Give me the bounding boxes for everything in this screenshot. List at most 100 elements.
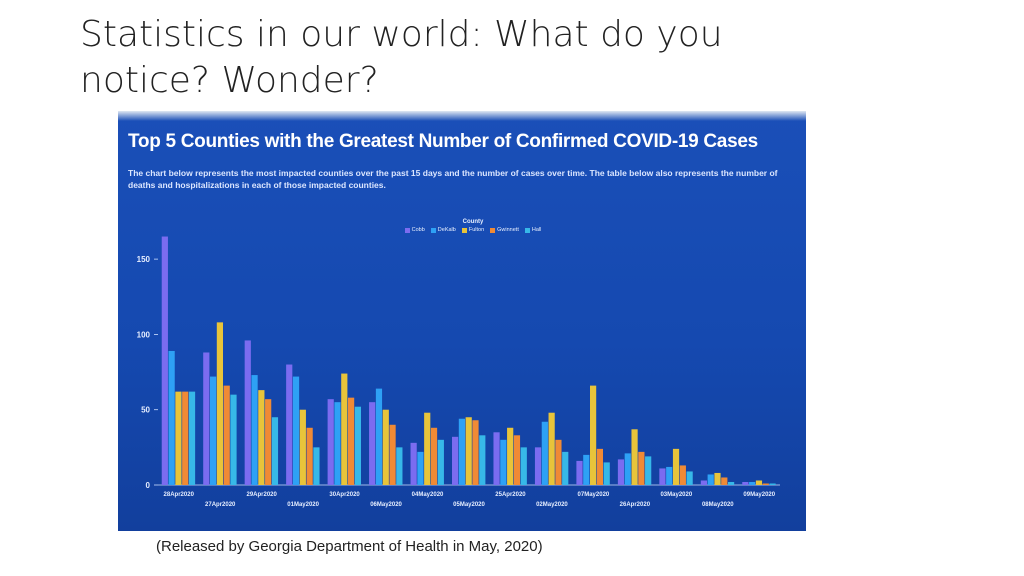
y-tick-label: 100 xyxy=(137,330,151,339)
x-tick-label: 28Apr2020 xyxy=(164,492,195,498)
bar-dekalb-08May2020 xyxy=(707,474,714,485)
bar-fulton-09May2020 xyxy=(755,480,763,485)
bar-gwinnett-01May2020 xyxy=(306,427,313,485)
bar-dekalb-09May2020 xyxy=(749,481,756,485)
source-caption: (Released by Georgia Department of Healt… xyxy=(156,538,543,555)
bar-gwinnett-29Apr2020 xyxy=(265,399,272,485)
bar-gwinnett-05May2020 xyxy=(472,420,479,485)
bar-fulton-28Apr2020 xyxy=(175,391,182,485)
legend-swatch-cobb xyxy=(404,227,410,233)
bar-hall-08May2020 xyxy=(728,481,735,485)
bar-cobb-01May2020 xyxy=(286,364,293,485)
bar-hall-02May2020 xyxy=(562,451,569,485)
bar-gwinnett-27Apr2020 xyxy=(223,385,230,485)
bar-gwinnett-08May2020 xyxy=(721,477,728,485)
bar-hall-04May2020 xyxy=(437,439,444,485)
bar-dekalb-06May2020 xyxy=(375,388,383,485)
legend-swatch-hall xyxy=(524,227,530,233)
bar-hall-06May2020 xyxy=(396,447,403,485)
legend-title: County xyxy=(462,219,484,225)
bar-fulton-08May2020 xyxy=(714,472,721,485)
bar-fulton-03May2020 xyxy=(672,448,680,485)
legend-swatch-fulton xyxy=(461,227,467,233)
bar-gwinnett-28Apr2020 xyxy=(182,391,189,485)
x-tick-label: 30Apr2020 xyxy=(329,492,360,498)
bar-cobb-27Apr2020 xyxy=(203,352,210,485)
bar-fulton-29Apr2020 xyxy=(258,390,265,485)
bar-hall-07May2020 xyxy=(603,462,610,485)
bar-hall-09May2020 xyxy=(769,483,776,485)
legend-swatch-dekalb xyxy=(430,227,436,233)
bar-cobb-07May2020 xyxy=(576,460,583,485)
bar-fulton-30Apr2020 xyxy=(341,373,348,485)
bar-hall-27Apr2020 xyxy=(230,394,237,485)
bar-cobb-08May2020 xyxy=(700,480,707,485)
x-tick-label: 07May2020 xyxy=(578,492,610,498)
bar-dekalb-01May2020 xyxy=(292,376,300,485)
chart-title: Top 5 Counties with the Greatest Number … xyxy=(128,131,758,152)
bar-dekalb-28Apr2020 xyxy=(168,350,175,485)
bar-cobb-25Apr2020 xyxy=(493,432,500,485)
legend-item-hall: Hall xyxy=(524,227,541,233)
bar-dekalb-29Apr2020 xyxy=(251,375,258,485)
bar-gwinnett-04May2020 xyxy=(430,427,438,485)
x-tick-label: 26Apr2020 xyxy=(620,502,651,508)
x-tick-label: 29Apr2020 xyxy=(246,492,277,498)
bar-fulton-01May2020 xyxy=(299,409,306,485)
x-tick-label: 08May2020 xyxy=(702,502,734,508)
bar-cobb-03May2020 xyxy=(659,468,666,485)
x-tick-label: 02May2020 xyxy=(536,502,568,508)
y-tick-label: 0 xyxy=(146,481,151,490)
bar-dekalb-02May2020 xyxy=(541,421,548,485)
bar-gwinnett-06May2020 xyxy=(389,424,396,485)
legend-swatch-gwinnett xyxy=(490,227,496,233)
x-tick-label: 09May2020 xyxy=(743,492,775,498)
chart-photo: 0 50 100 150 28Apr2020 27Apr2020 29Apr2020 01Ma… xyxy=(118,111,806,531)
bar-gwinnett-26Apr2020 xyxy=(638,451,645,485)
bar-hall-30Apr2020 xyxy=(354,406,362,485)
bar-fulton-05May2020 xyxy=(465,417,472,485)
x-tick-label: 06May2020 xyxy=(370,502,402,508)
bar-dekalb-27Apr2020 xyxy=(209,376,217,485)
x-tick-label: 25Apr2020 xyxy=(495,492,526,498)
bar-dekalb-07May2020 xyxy=(583,454,590,485)
legend-item-dekalb: DeKalb xyxy=(430,227,456,233)
x-tick-label: 04May2020 xyxy=(412,492,444,498)
bar-gwinnett-25Apr2020 xyxy=(513,435,521,485)
x-tick-label: 05May2020 xyxy=(453,502,485,508)
bar-fulton-06May2020 xyxy=(382,409,389,485)
bar-gwinnett-02May2020 xyxy=(555,439,562,485)
bar-hall-05May2020 xyxy=(479,435,486,485)
bar-fulton-07May2020 xyxy=(589,385,597,485)
y-tick-label: 150 xyxy=(137,255,151,264)
bar-gwinnett-09May2020 xyxy=(762,483,769,485)
legend-item-gwinnett: Gwinnett xyxy=(490,227,519,233)
legend-items: Cobb DeKalb Fulton Gwinnett Hall xyxy=(373,227,573,233)
bar-cobb-28Apr2020 xyxy=(161,236,168,485)
legend-item-fulton: Fulton xyxy=(461,227,484,233)
bar-chart: 0 50 100 150 28Apr2020 27Apr2020 29Apr2020 01Ma… xyxy=(137,236,780,508)
bar-fulton-02May2020 xyxy=(548,412,555,485)
bar-fulton-26Apr2020 xyxy=(631,429,638,485)
bar-fulton-27Apr2020 xyxy=(216,322,224,485)
bar-cobb-05May2020 xyxy=(451,436,459,485)
bar-cobb-04May2020 xyxy=(410,442,417,485)
chart-legend: County Cobb DeKalb Fulton Gwinnett Hall xyxy=(373,219,573,245)
bar-gwinnett-30Apr2020 xyxy=(348,397,355,485)
x-tick-label: 27Apr2020 xyxy=(205,502,236,508)
chart-description: The chart below represents the most impa… xyxy=(128,168,778,190)
bar-dekalb-05May2020 xyxy=(458,418,465,485)
bar-cobb-02May2020 xyxy=(534,447,542,485)
bar-dekalb-25Apr2020 xyxy=(500,439,507,485)
bar-gwinnett-07May2020 xyxy=(596,448,604,485)
bar-dekalb-04May2020 xyxy=(417,451,424,485)
bar-gwinnett-03May2020 xyxy=(679,465,686,485)
bar-dekalb-03May2020 xyxy=(666,466,673,485)
bar-cobb-06May2020 xyxy=(369,402,376,485)
x-tick-label: 03May2020 xyxy=(660,492,692,498)
bar-cobb-29Apr2020 xyxy=(244,340,251,485)
bar-cobb-26Apr2020 xyxy=(617,459,625,485)
x-tick-label: 01May2020 xyxy=(287,502,319,508)
bar-cobb-30Apr2020 xyxy=(327,399,334,485)
bar-cobb-09May2020 xyxy=(742,481,749,485)
